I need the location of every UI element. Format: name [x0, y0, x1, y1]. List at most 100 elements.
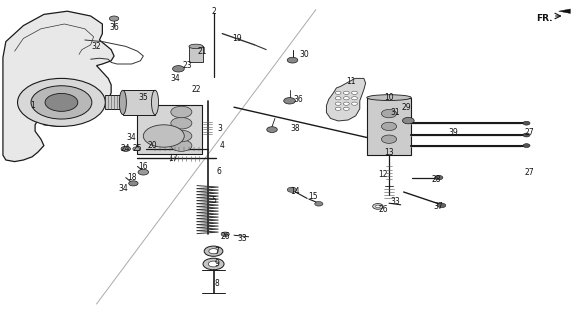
Circle shape — [31, 86, 92, 119]
Text: 6: 6 — [217, 167, 222, 176]
Circle shape — [129, 181, 138, 186]
Circle shape — [203, 258, 224, 270]
Text: 36: 36 — [109, 23, 119, 32]
Text: 2: 2 — [211, 7, 216, 16]
Text: 20: 20 — [147, 141, 157, 150]
Circle shape — [287, 57, 298, 63]
Polygon shape — [326, 78, 366, 121]
Text: 14: 14 — [291, 188, 300, 196]
Polygon shape — [3, 11, 114, 162]
Circle shape — [173, 66, 184, 72]
Circle shape — [335, 91, 341, 94]
Circle shape — [315, 202, 323, 206]
Circle shape — [523, 144, 530, 148]
Text: 5: 5 — [211, 196, 216, 204]
Circle shape — [171, 140, 192, 151]
Text: 37: 37 — [434, 202, 443, 211]
Text: 34: 34 — [171, 74, 180, 83]
Text: 1: 1 — [30, 101, 35, 110]
Text: 28: 28 — [431, 175, 441, 184]
Circle shape — [343, 107, 349, 110]
Text: 4: 4 — [220, 141, 225, 150]
Text: 26: 26 — [221, 232, 230, 241]
Text: FR.: FR. — [536, 14, 553, 23]
Text: 24: 24 — [121, 144, 130, 153]
Circle shape — [18, 78, 105, 126]
Circle shape — [343, 97, 349, 100]
Text: 10: 10 — [384, 93, 394, 102]
Circle shape — [133, 147, 140, 151]
Text: 33: 33 — [238, 234, 247, 243]
Ellipse shape — [119, 90, 126, 115]
Text: 22: 22 — [191, 85, 201, 94]
Polygon shape — [559, 9, 570, 13]
Circle shape — [171, 106, 192, 118]
Ellipse shape — [189, 44, 203, 49]
Text: 26: 26 — [378, 205, 388, 214]
Circle shape — [438, 203, 446, 208]
Text: 34: 34 — [127, 133, 136, 142]
Ellipse shape — [367, 95, 411, 100]
Text: 36: 36 — [294, 95, 303, 104]
Circle shape — [143, 125, 184, 147]
Polygon shape — [105, 95, 155, 109]
Circle shape — [373, 204, 383, 209]
Text: 32: 32 — [92, 42, 101, 51]
Text: 23: 23 — [183, 61, 192, 70]
Circle shape — [109, 16, 119, 21]
Circle shape — [204, 246, 223, 256]
Circle shape — [335, 107, 341, 110]
Circle shape — [381, 135, 397, 143]
Text: 13: 13 — [384, 148, 394, 156]
Circle shape — [287, 187, 297, 192]
Text: 31: 31 — [390, 108, 400, 116]
Text: 33: 33 — [390, 197, 400, 206]
Polygon shape — [367, 98, 411, 155]
Circle shape — [352, 97, 357, 100]
Polygon shape — [137, 105, 202, 155]
Circle shape — [343, 91, 349, 94]
Text: 9: 9 — [214, 260, 219, 268]
Circle shape — [523, 133, 530, 137]
Text: 7: 7 — [214, 247, 219, 256]
Text: 38: 38 — [291, 124, 300, 132]
Circle shape — [343, 102, 349, 105]
Text: 12: 12 — [378, 170, 388, 179]
Circle shape — [121, 146, 130, 151]
Text: 19: 19 — [232, 34, 242, 43]
Circle shape — [138, 169, 149, 175]
Circle shape — [402, 117, 414, 124]
Circle shape — [171, 130, 192, 142]
Circle shape — [523, 121, 530, 125]
Text: 27: 27 — [525, 128, 534, 137]
Text: 29: 29 — [402, 103, 411, 112]
Circle shape — [221, 232, 229, 236]
Circle shape — [209, 249, 218, 254]
Text: 27: 27 — [525, 168, 534, 177]
Text: 3: 3 — [217, 124, 222, 132]
Circle shape — [208, 261, 219, 267]
Circle shape — [335, 102, 341, 105]
Text: 11: 11 — [346, 77, 356, 86]
Ellipse shape — [152, 90, 159, 115]
Circle shape — [435, 175, 443, 180]
Text: 18: 18 — [127, 173, 136, 182]
Text: 34: 34 — [118, 184, 128, 193]
Polygon shape — [123, 90, 155, 115]
Text: 25: 25 — [133, 144, 142, 153]
Text: 35: 35 — [139, 93, 148, 102]
Circle shape — [45, 93, 78, 111]
Polygon shape — [189, 46, 203, 62]
Text: 16: 16 — [139, 162, 148, 171]
Circle shape — [267, 127, 277, 132]
Text: 15: 15 — [308, 192, 318, 201]
Circle shape — [171, 117, 192, 129]
Text: 39: 39 — [449, 128, 458, 137]
Circle shape — [381, 109, 397, 118]
Circle shape — [381, 122, 397, 131]
Text: 17: 17 — [168, 154, 177, 163]
Circle shape — [376, 205, 380, 208]
Circle shape — [352, 91, 357, 94]
Text: 21: 21 — [197, 47, 207, 56]
Circle shape — [352, 102, 357, 105]
